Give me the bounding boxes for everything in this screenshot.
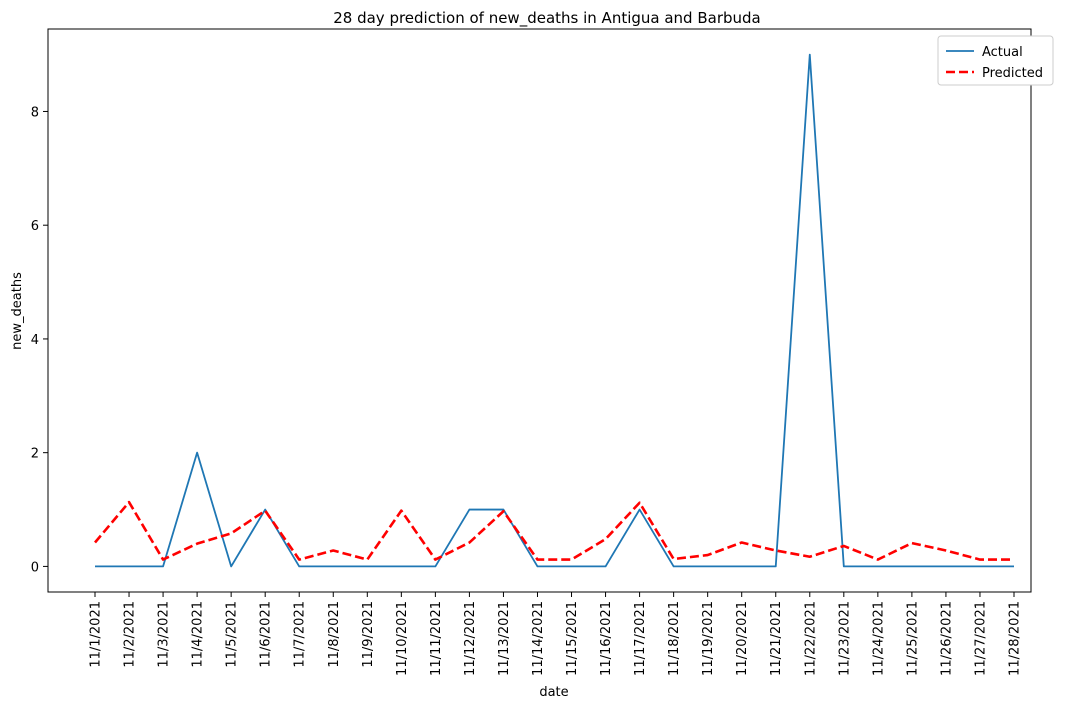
x-tick-label: 11/11/2021 [429, 601, 444, 676]
x-tick-label: 11/6/2021 [259, 601, 274, 668]
x-axis: 11/1/2021 11/2/2021 11/3/2021 11/4/2021 11/5… [89, 592, 1023, 676]
x-tick-label: 11/27/2021 [973, 601, 988, 676]
x-tick-label: 11/16/2021 [599, 601, 614, 676]
x-tick-label: 11/12/2021 [463, 601, 478, 676]
y-axis-label: new_deaths [10, 272, 25, 350]
plot-area [47, 28, 1032, 593]
x-tick-label: 11/10/2021 [395, 601, 410, 676]
x-tick-label: 11/24/2021 [871, 601, 886, 676]
x-tick-label: 11/7/2021 [293, 601, 308, 668]
x-tick-label: 11/19/2021 [701, 601, 716, 676]
x-tick-label: 11/3/2021 [157, 601, 172, 668]
x-tick-label: 11/9/2021 [361, 601, 376, 668]
x-tick-label: 11/2/2021 [123, 601, 138, 668]
x-tick-label: 11/8/2021 [327, 601, 342, 668]
x-tick-label: 11/26/2021 [939, 601, 954, 676]
legend-label-predicted: Predicted [982, 66, 1043, 81]
y-tick-label: 0 [31, 560, 39, 575]
y-axis: 0 2 4 6 8 [31, 105, 48, 575]
y-tick-label: 6 [31, 219, 39, 234]
x-tick-label: 11/14/2021 [531, 601, 546, 676]
x-tick-label: 11/18/2021 [667, 601, 682, 676]
x-tick-label: 11/15/2021 [565, 601, 580, 676]
y-tick-label: 8 [31, 105, 39, 120]
series-layer [94, 53, 1014, 568]
x-tick-label: 11/1/2021 [89, 601, 104, 668]
x-tick-label: 11/22/2021 [803, 601, 818, 676]
x-tick-label: 11/21/2021 [769, 601, 784, 676]
series-line-actual [95, 53, 1014, 568]
chart-title: 28 day prediction of new_deaths in Antig… [333, 9, 761, 28]
x-tick-label: 11/23/2021 [837, 601, 852, 676]
x-tick-label: 11/20/2021 [735, 601, 750, 676]
y-tick-label: 2 [31, 447, 39, 462]
x-tick-label: 11/13/2021 [497, 601, 512, 676]
legend: Actual Predicted [937, 35, 1054, 86]
series-line-predicted [94, 500, 1014, 561]
x-axis-label: date [539, 685, 568, 700]
y-tick-label: 4 [31, 333, 39, 348]
x-tick-label: 11/4/2021 [191, 601, 206, 668]
x-tick-label: 11/28/2021 [1008, 601, 1023, 676]
x-tick-label: 11/25/2021 [905, 601, 920, 676]
legend-label-actual: Actual [982, 45, 1023, 60]
x-tick-label: 11/5/2021 [225, 601, 240, 668]
x-tick-label: 11/17/2021 [633, 601, 648, 676]
